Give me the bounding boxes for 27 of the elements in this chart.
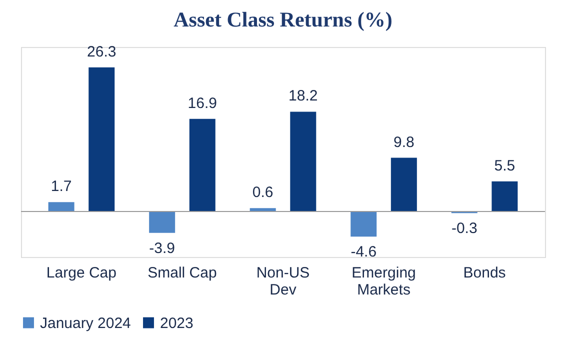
- data-label: 0.6: [252, 184, 274, 202]
- bar: [88, 67, 115, 212]
- x-tick-label: Small Cap: [148, 264, 217, 282]
- data-label: 16.9: [188, 94, 217, 112]
- chart-title: Asset Class Returns (%): [174, 7, 392, 32]
- data-label: -0.3: [451, 220, 478, 238]
- data-label: -4.6: [350, 244, 377, 261]
- bar: [492, 181, 518, 212]
- data-label: 5.5: [494, 157, 516, 174]
- data-label: 9.8: [393, 134, 414, 151]
- bar: [390, 158, 417, 212]
- x-tick-label: Non-US Dev: [256, 264, 310, 298]
- bar: [189, 118, 216, 212]
- bar: [48, 202, 74, 212]
- bar: [290, 112, 316, 212]
- data-label: 26.3: [87, 43, 116, 60]
- data-label: 1.7: [50, 178, 72, 196]
- x-tick-label: Emerging Markets: [352, 264, 416, 298]
- data-label: -3.9: [149, 240, 176, 257]
- legend-label: January 2024: [40, 314, 131, 332]
- x-tick-label: Large Cap: [46, 264, 116, 282]
- data-label: 18.2: [288, 88, 318, 105]
- bar: [350, 211, 377, 237]
- x-tick-label: Bonds: [463, 264, 506, 282]
- bar: [250, 208, 276, 212]
- bar: [149, 211, 176, 233]
- legend-label: 2023: [160, 314, 194, 332]
